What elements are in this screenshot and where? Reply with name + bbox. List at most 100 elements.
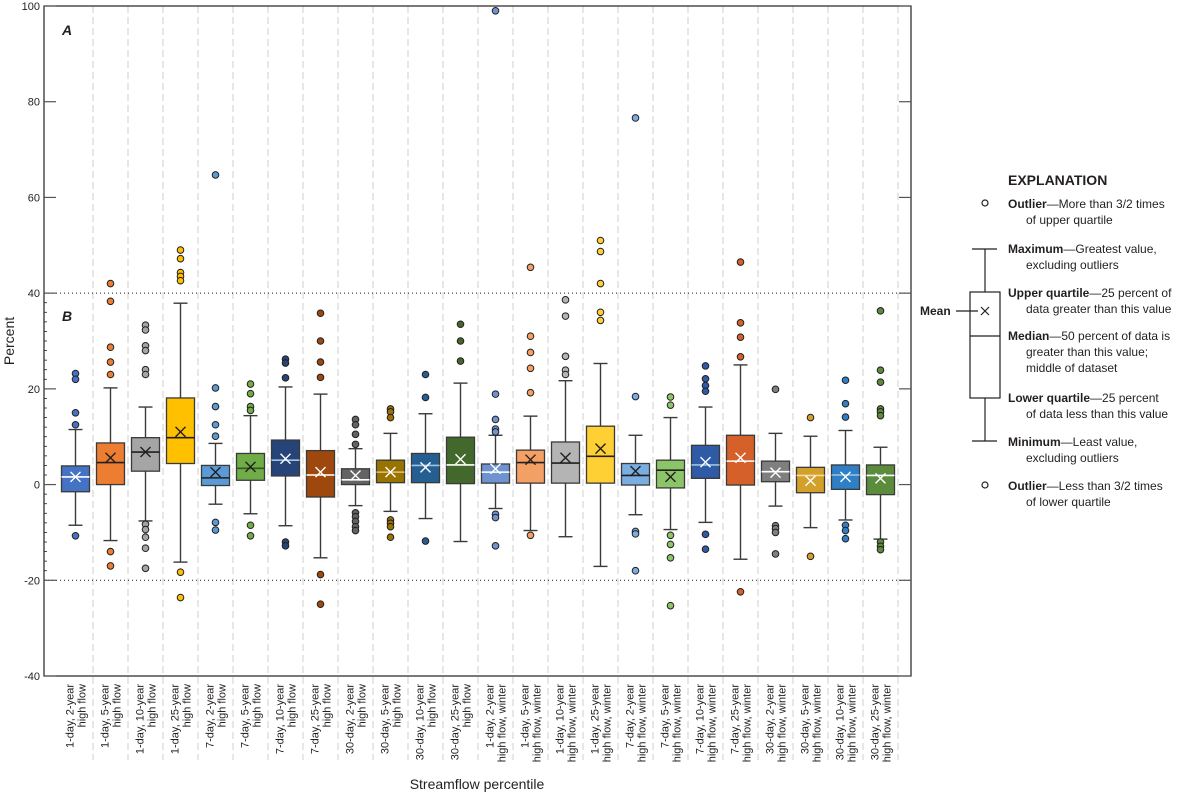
box bbox=[515, 449, 546, 484]
outlier-point bbox=[666, 393, 675, 401]
outlier-point bbox=[561, 296, 570, 304]
box-group bbox=[130, 321, 161, 573]
outlier-point bbox=[666, 401, 675, 409]
outlier-point bbox=[841, 399, 850, 408]
boxes bbox=[60, 6, 896, 610]
outlier-point bbox=[316, 358, 325, 366]
outlier-point bbox=[141, 533, 150, 542]
outlier-point bbox=[176, 593, 185, 602]
x-tick-label-line2: high flow, winter bbox=[602, 684, 614, 763]
mean-marker bbox=[70, 471, 81, 483]
outlier-point bbox=[491, 513, 500, 522]
x-tick-label-line2: high flow bbox=[322, 684, 334, 727]
box bbox=[165, 397, 196, 465]
legend-text-cont: greater than this value; bbox=[1026, 345, 1149, 359]
box-group bbox=[410, 370, 441, 545]
outlier-point bbox=[876, 411, 885, 420]
box-group bbox=[480, 6, 511, 550]
outlier-point bbox=[351, 420, 360, 429]
outlier-point bbox=[246, 406, 255, 415]
outlier-point bbox=[666, 540, 675, 549]
outlier-point bbox=[701, 362, 710, 370]
x-tick-label-line1: 1-day, 25-year bbox=[170, 684, 182, 754]
x-tick-label-line1: 1-day, 5-year bbox=[520, 684, 532, 748]
box bbox=[830, 464, 861, 491]
outlier-point bbox=[281, 359, 290, 367]
outlier-point bbox=[211, 526, 220, 534]
box bbox=[200, 464, 231, 487]
outlier-point bbox=[141, 525, 150, 534]
outlier-point bbox=[246, 531, 255, 540]
outlier-point bbox=[141, 370, 150, 379]
box-group bbox=[95, 279, 126, 570]
x-tick-label-line2: high flow, winter bbox=[532, 684, 544, 763]
box bbox=[865, 464, 896, 496]
box-group bbox=[550, 296, 581, 538]
outlier-point bbox=[106, 547, 115, 556]
outlier-point bbox=[806, 413, 815, 422]
outlier-point bbox=[211, 518, 220, 527]
legend-term: Median bbox=[1008, 329, 1050, 343]
outlier-point bbox=[421, 370, 430, 379]
legend-text-cont: of data less than this value bbox=[1026, 407, 1169, 421]
outlier-point bbox=[351, 526, 360, 535]
box-group bbox=[515, 263, 546, 540]
mean-marker bbox=[840, 471, 851, 483]
outlier-point bbox=[141, 564, 150, 573]
box-group bbox=[795, 413, 826, 561]
outlier-point bbox=[666, 553, 675, 562]
x-tick-label-line1: 30-day, 10-year bbox=[415, 684, 427, 761]
outlier-point bbox=[771, 528, 780, 537]
legend-item-lower-quartile: Lower quartile—25 percent of data less t… bbox=[1008, 390, 1183, 422]
box-group bbox=[375, 405, 406, 542]
outlier-point bbox=[71, 531, 80, 540]
outlier-point bbox=[246, 389, 255, 398]
x-tick-label-line2: high flow, winter bbox=[497, 684, 509, 763]
legend-outlier-lower-icon bbox=[981, 481, 989, 489]
outlier-point bbox=[806, 552, 815, 561]
mean-marker bbox=[490, 463, 501, 475]
legend-text-cont: excluding outliers bbox=[1026, 258, 1119, 272]
outlier-point bbox=[141, 326, 150, 334]
mean-marker bbox=[630, 465, 641, 477]
panel-divider-lines bbox=[44, 292, 911, 581]
outlier-point bbox=[631, 392, 640, 401]
outlier-point bbox=[491, 542, 500, 550]
legend-term: Minimum bbox=[1008, 435, 1061, 449]
outlier-point bbox=[246, 521, 255, 530]
x-tick-label-line2: high flow, winter bbox=[637, 684, 649, 763]
outlier-point bbox=[491, 415, 500, 424]
mean-marker bbox=[140, 446, 151, 458]
outlier-point bbox=[106, 370, 115, 379]
box bbox=[725, 434, 756, 486]
mean-marker bbox=[420, 461, 431, 473]
box-group bbox=[865, 307, 896, 554]
legend-mean-label: Mean bbox=[920, 304, 951, 318]
x-tick-label-line2: high flow bbox=[217, 684, 229, 727]
x-tick-label-line2: high flow, winter bbox=[777, 684, 789, 763]
outlier-point bbox=[316, 309, 325, 318]
outlier-point bbox=[666, 531, 675, 540]
box bbox=[620, 462, 651, 486]
outlier-point bbox=[246, 380, 255, 388]
mean-marker bbox=[735, 452, 746, 464]
outlier-point bbox=[491, 6, 500, 15]
y-tick-label: 60 bbox=[28, 192, 40, 204]
outlier-point bbox=[316, 373, 325, 382]
x-tick-label-line1: 7-day, 25-year bbox=[310, 684, 322, 754]
x-tick-label-line1: 7-day, 2-year bbox=[625, 684, 637, 748]
outlier-point bbox=[211, 171, 220, 179]
outlier-point bbox=[736, 333, 745, 341]
legend-item-upper-quartile: Upper quartile—25 percent of data greate… bbox=[1008, 285, 1183, 317]
legend-box-diagram bbox=[956, 199, 1001, 489]
mean-marker bbox=[245, 461, 256, 473]
x-tick-labels: 1-day, 2-year high flow 1-day, 5-year high … bbox=[65, 684, 894, 763]
outlier-point bbox=[456, 320, 465, 329]
y-tick-labels: 100 80 60 40 20 0 -20 -40 bbox=[22, 1, 40, 683]
legend-item-maximum: Maximum—Greatest value, excluding outlie… bbox=[1008, 241, 1183, 273]
outlier-point bbox=[351, 430, 360, 439]
outlier-point bbox=[876, 378, 885, 386]
box-group bbox=[200, 171, 231, 534]
y-tick-label: 0 bbox=[34, 480, 40, 492]
